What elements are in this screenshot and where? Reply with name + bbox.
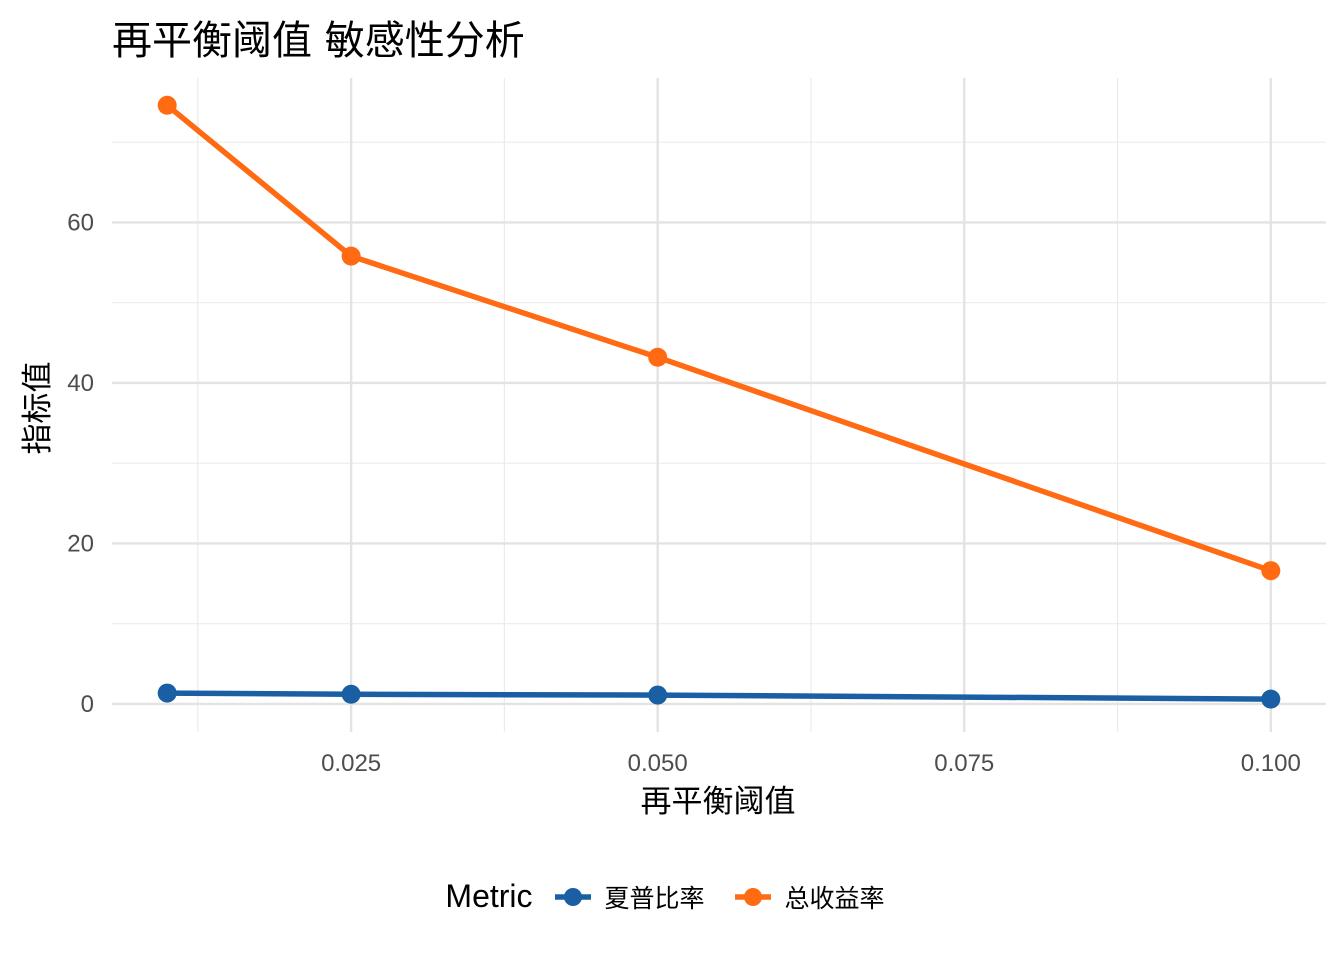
legend-swatch: [734, 887, 771, 906]
data-point: [341, 684, 361, 704]
x-tick-label: 0.025: [321, 750, 381, 777]
legend-swatch: [554, 887, 591, 906]
y-axis-title: 指标值: [20, 362, 56, 455]
legend-label: 总收益率: [784, 883, 885, 913]
legend-swatch-point: [563, 887, 582, 906]
legend: Metric 夏普比率 总收益率: [0, 878, 1344, 915]
x-tick-label: 0.075: [934, 750, 994, 777]
x-axis-title: 再平衡阈值: [641, 784, 796, 820]
legend-title: Metric: [445, 878, 533, 914]
y-tick-label: 40: [67, 370, 94, 397]
y-tick-label: 0: [81, 691, 94, 718]
legend-item: 夏普比率: [553, 879, 705, 915]
tick-labels: 0.025 0.050 0.075 0.100 0 20 40 60: [67, 209, 1301, 777]
series-line: [167, 690, 1271, 702]
legend-item: 总收益率: [733, 879, 885, 915]
major-gridlines: [112, 78, 1326, 732]
data-point: [341, 246, 361, 266]
legend-swatch-point: [743, 887, 762, 906]
y-tick-label: 60: [67, 209, 94, 236]
minor-gridlines: [112, 78, 1326, 732]
legend-label: 夏普比率: [604, 883, 705, 913]
series-line: [165, 103, 1272, 574]
series-layer: [157, 95, 1281, 709]
data-point: [648, 347, 668, 367]
data-point: [157, 95, 177, 115]
data-point: [1261, 561, 1281, 581]
data-point: [1261, 689, 1281, 709]
data-point: [157, 683, 177, 703]
chart-title: 再平衡阈值 敏感性分析: [112, 18, 525, 64]
x-tick-label: 0.050: [628, 750, 688, 777]
data-point: [648, 685, 668, 705]
y-tick-label: 20: [67, 530, 94, 557]
x-tick-label: 0.100: [1241, 750, 1301, 777]
